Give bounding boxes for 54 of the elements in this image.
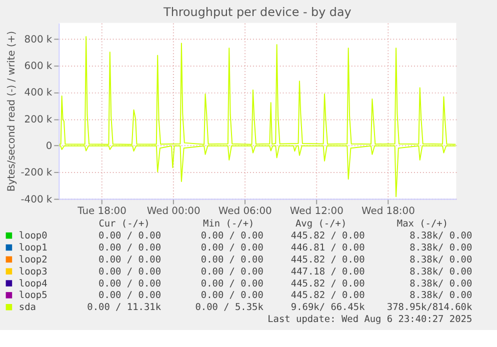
text: 8.38k/ 0.00 [410,230,472,242]
text: 0.00 / 0.00 [98,290,162,302]
text: 445.82 / 0.00 [290,290,366,302]
legend-label: loop4 [18,278,48,290]
x-tick-label: Wed 12:00 [290,206,344,218]
legend-label: loop2 [18,254,48,266]
text: 446.81 / 0.00 [290,242,366,254]
x-tick-label: Wed 06:00 [218,206,272,218]
text: 0.00 / 0.00 [200,242,264,254]
text: 445.82 / 0.00 [290,278,366,290]
text: 0.00 / 0.00 [98,230,162,242]
text: 0.00 / 0.00 [98,242,162,254]
text: 9.69k/ 66.45k [290,302,366,314]
text: 445.82 / 0.00 [290,230,366,242]
x-tick-label: Tue 18:00 [76,206,126,218]
x-tick-label: Wed 00:00 [146,206,200,218]
y-axis-title: Bytes/second read (-) / write (+) [6,30,18,192]
y-tick-label: 800 k [24,34,52,46]
text: 447.18 / 0.00 [290,266,366,278]
legend-label: loop0 [18,230,48,242]
y-tick-label: 200 k [24,114,52,126]
text: 0.00 / 0.00 [200,266,264,278]
chart-title: Throughput per device - by day [162,4,352,19]
x-tick-label: Wed 18:00 [361,206,415,218]
y-tick-label: 600 k [24,60,52,72]
text: 445.82 / 0.00 [290,254,366,266]
y-tick-label: 400 k [24,88,52,99]
text: 0.00 / 0.00 [200,278,264,290]
text: Cur (-/+) [98,218,150,230]
text: Min (-/+) [203,218,254,230]
text: 8.38k/ 0.00 [410,278,472,290]
legend-label: loop1 [18,242,48,254]
text: 8.38k/ 0.00 [410,266,472,278]
text: 0.00 / 0.00 [200,230,264,242]
text: 8.38k/ 0.00 [410,254,472,266]
y-tick-label: -400 k [20,194,52,206]
text: 0.00 / 0.00 [98,266,162,278]
text: 0.00 / 0.00 [200,254,264,266]
y-tick-label: 0 [46,140,52,152]
text: 8.38k/ 0.00 [410,290,472,302]
text: 0.00 / 5.35k [195,302,264,314]
y-tick-label: -200 k [20,168,52,179]
text: 8.38k/ 0.00 [410,242,472,254]
text: 0.00 / 0.00 [200,290,264,302]
text: Last update: Wed Aug 6 23:40:27 2025 [268,314,472,326]
text: 0.00 / 0.00 [98,254,162,266]
text: Max (-/+) [396,218,448,230]
legend-label: sda [18,302,36,314]
legend-label: loop5 [18,290,48,302]
legend-label: loop3 [18,266,48,278]
text: 0.00 / 0.00 [98,278,162,290]
text: 0.00 / 11.31k [87,302,162,314]
text: Avg (-/+) [295,218,347,230]
text: 378.95k/814.60k [386,302,472,314]
